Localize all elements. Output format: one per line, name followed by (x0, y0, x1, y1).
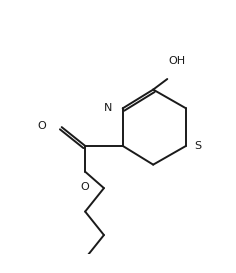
Text: O: O (81, 182, 89, 192)
Text: O: O (38, 121, 46, 131)
Text: N: N (104, 103, 112, 113)
Text: OH: OH (168, 56, 185, 66)
Text: S: S (194, 141, 201, 151)
